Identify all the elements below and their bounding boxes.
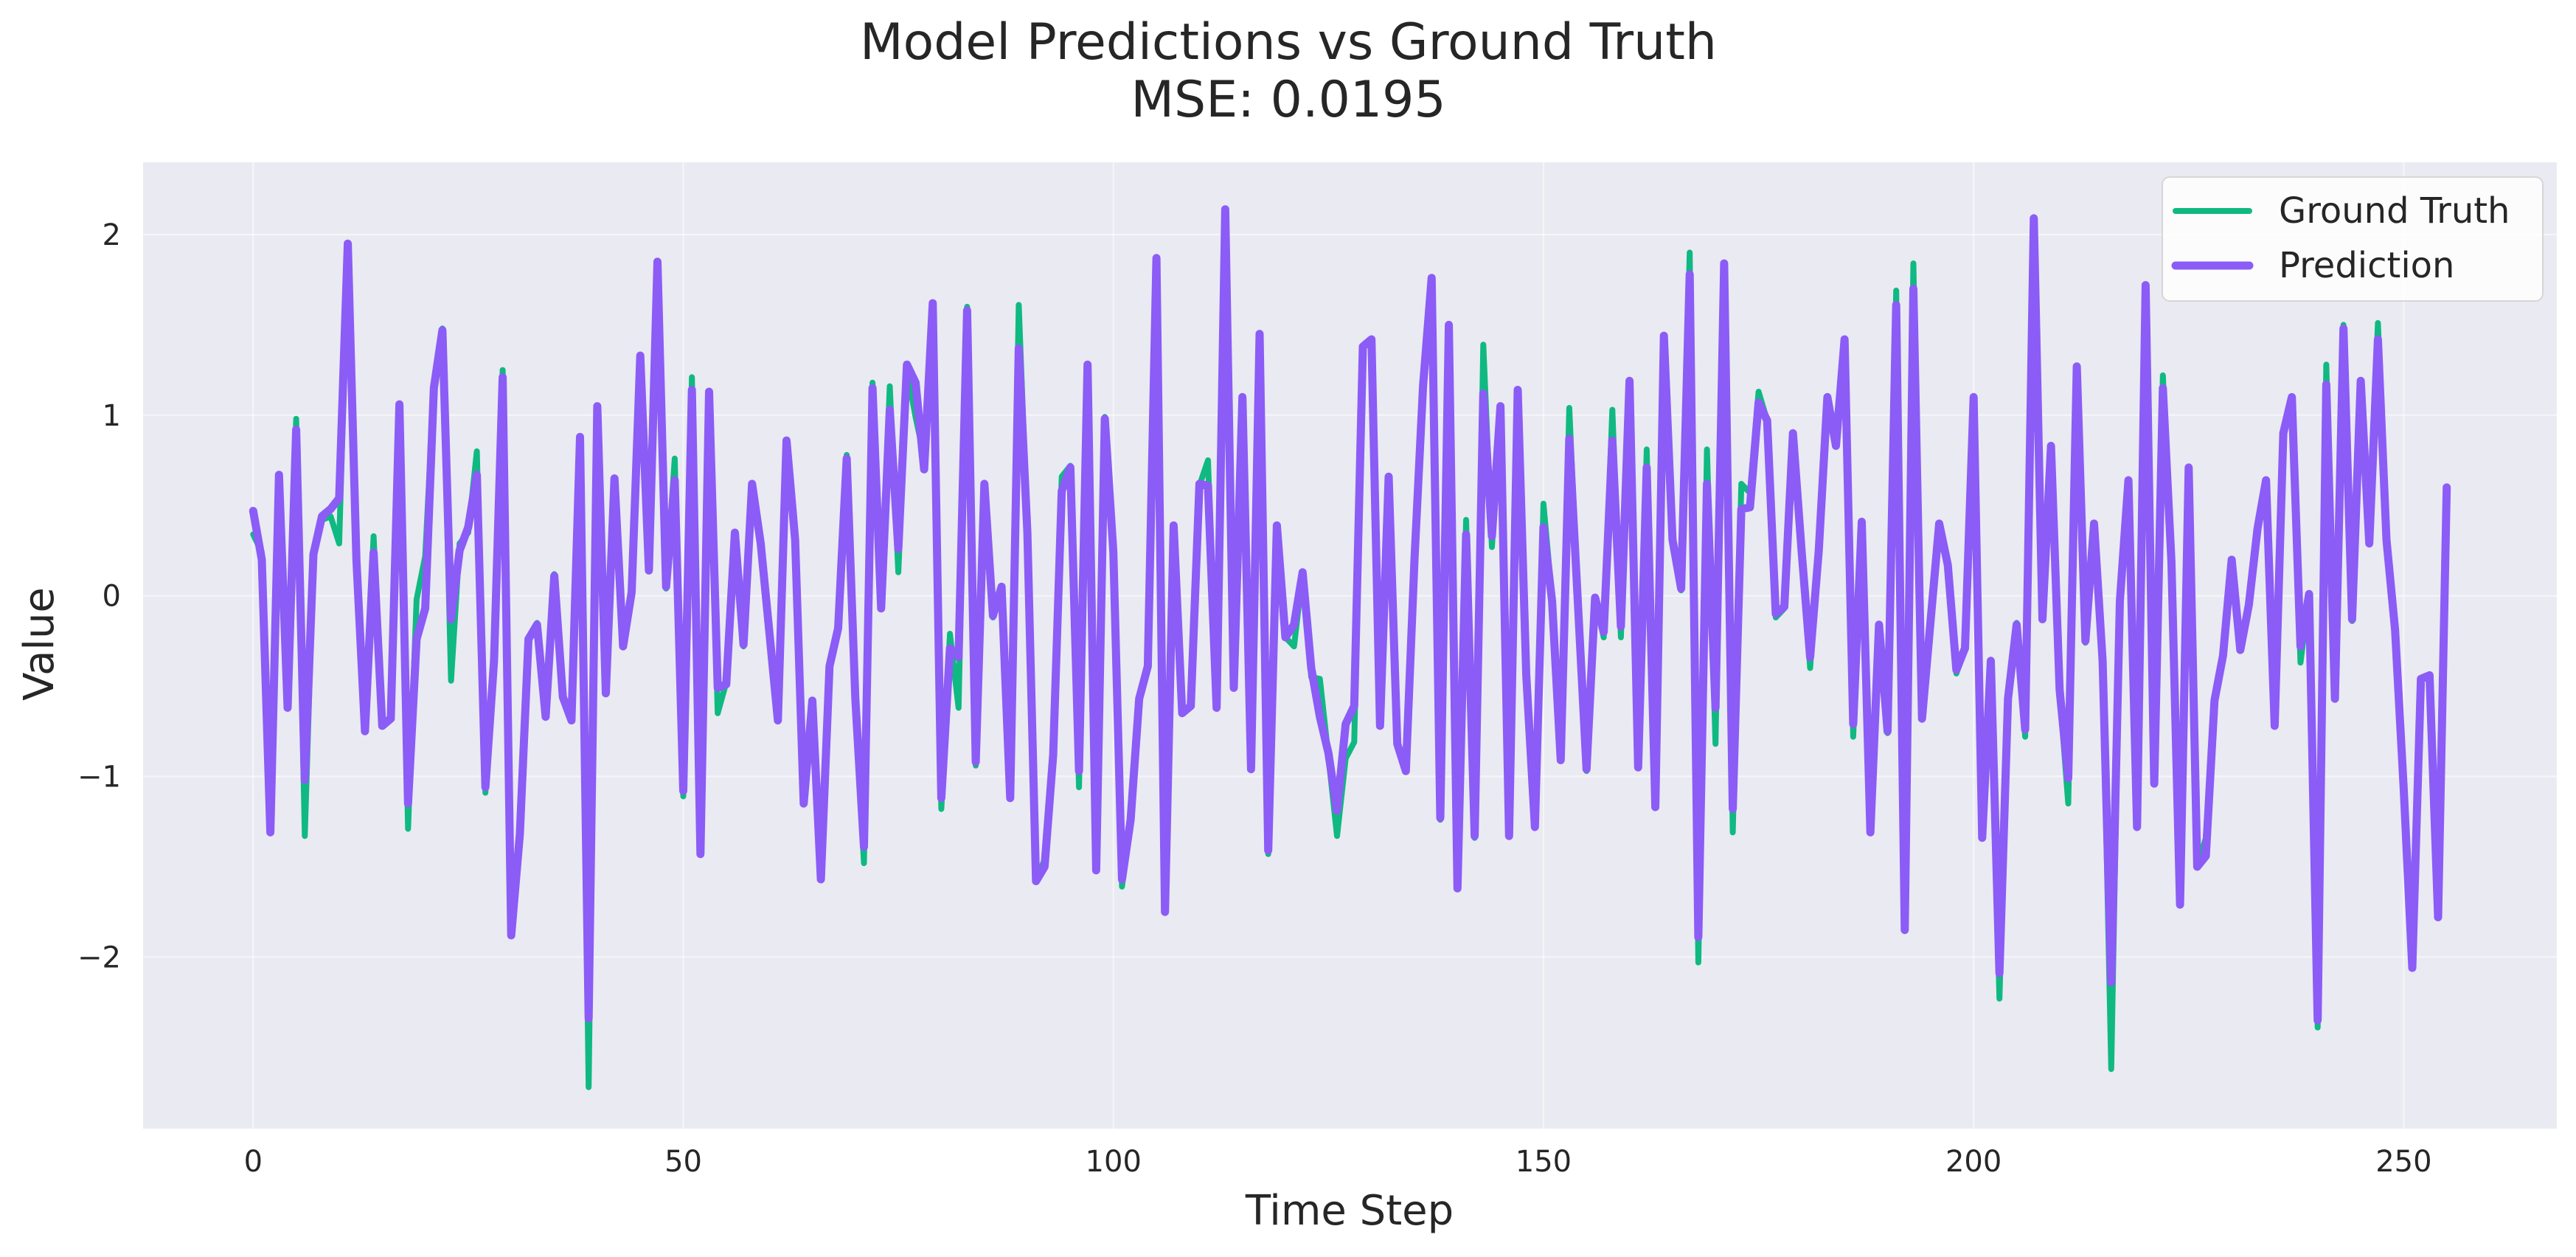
legend-label-ground-truth: Ground Truth [2279, 190, 2510, 232]
legend-label-prediction: Prediction [2279, 245, 2454, 286]
x-tick-label: 150 [1516, 1145, 1572, 1179]
x-tick-label: 50 [664, 1145, 702, 1179]
y-axis-label: Value [15, 587, 63, 701]
x-tick-label: 0 [244, 1145, 263, 1179]
x-tick-label: 200 [1945, 1145, 2002, 1179]
y-tick-label: 1 [103, 399, 121, 433]
x-axis-label: Time Step [1245, 1187, 1454, 1235]
y-tick-label: 2 [103, 218, 121, 252]
y-axis-ticks: −2 −1 0 1 2 [77, 218, 121, 974]
x-axis-ticks: 0 50 100 150 200 250 [244, 1145, 2432, 1179]
x-tick-label: 250 [2375, 1145, 2431, 1179]
y-tick-label: −1 [77, 761, 121, 794]
chart-title: Model Predictions vs Ground Truth [860, 13, 1717, 72]
legend-box [2162, 176, 2544, 302]
legend: Ground Truth Prediction [2162, 176, 2544, 302]
series-line-prediction [249, 205, 2451, 1025]
series-layer [249, 205, 2451, 1090]
y-tick-label: −2 [77, 941, 121, 974]
x-tick-label: 100 [1086, 1145, 1142, 1179]
chart-subtitle: MSE: 0.0195 [1131, 71, 1445, 129]
y-tick-label: 0 [103, 580, 121, 614]
